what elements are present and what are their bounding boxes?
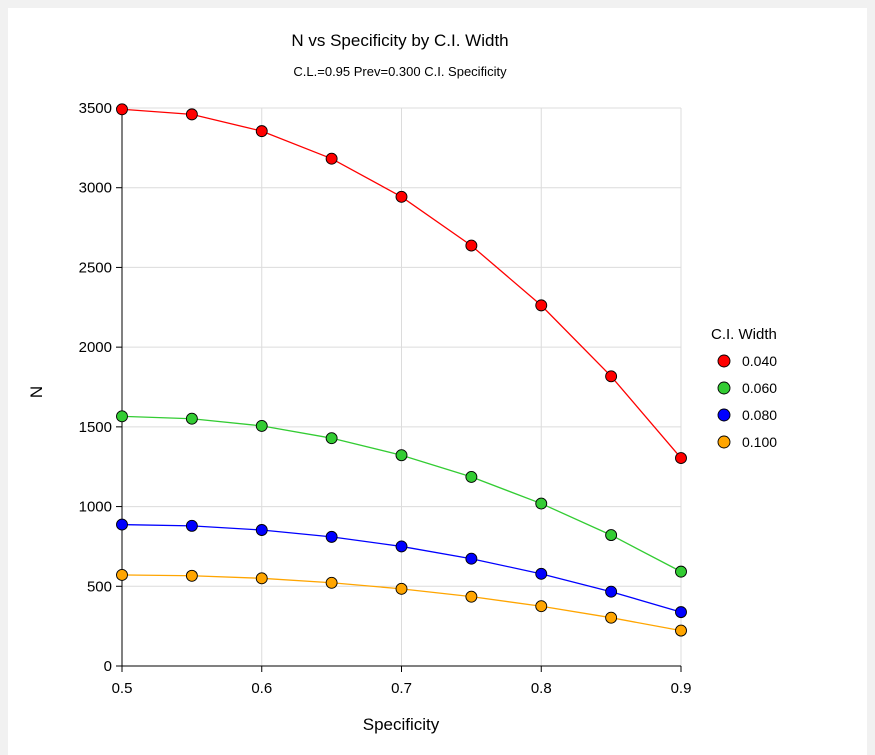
data-point [185,412,198,425]
data-point [465,590,478,603]
chart-title: N vs Specificity by C.I. Width [291,31,508,50]
legend-label: 0.060 [742,380,777,396]
legend-label: 0.040 [742,353,777,369]
x-tick-label: 0.6 [251,680,272,697]
line-chart: N vs Specificity by C.I. Width C.L.=0.95… [27,31,777,734]
y-tick-label: 3500 [79,100,112,117]
y-axis-label: N [27,386,46,398]
data-point [116,410,128,423]
y-tick-label: 1000 [79,499,112,516]
data-point [395,190,408,203]
axes: 0.5 0.6 0.7 0.8 0.9 0 500 1000 1500 2000 2500 3000 3… [79,100,692,697]
data-point [395,540,408,553]
data-point [535,497,548,510]
data-point [605,585,618,598]
data-point [675,565,687,578]
data-point [605,370,618,383]
data-point [325,576,338,589]
data-point [255,524,268,536]
y-tick-label: 2500 [79,259,112,276]
data-point [465,552,478,565]
data-point [675,452,687,465]
legend: C.I. Width 0.040 0.060 0.080 0.100 [711,326,777,450]
data-point [535,567,548,580]
legend-marker [717,435,731,449]
legend-label: 0.080 [742,407,777,423]
legend-marker [717,381,731,395]
data-point [255,572,268,585]
data-point [255,419,268,432]
y-tick-label: 0 [104,658,112,675]
data-point [325,530,338,543]
data-point [116,569,128,581]
y-tick-label: 1500 [79,419,112,436]
y-tick-label: 2000 [79,339,112,356]
y-tick-label: 500 [87,578,112,595]
data-point [465,470,478,483]
data-point [395,449,408,462]
data-point [675,606,687,619]
chart-subtitle: C.L.=0.95 Prev=0.300 C.I. Specificity [293,64,507,79]
data-point [395,582,408,595]
data-point [465,239,478,252]
series-0.100 [116,569,687,637]
data-point [185,108,198,121]
data-point [325,432,338,445]
series-0.040 [116,103,687,465]
x-tick-label: 0.5 [112,680,133,697]
data-point [605,611,618,624]
data-point [325,152,338,165]
data-point [185,569,198,582]
x-tick-label: 0.7 [391,680,412,697]
legend-label: 0.100 [742,434,777,450]
data-point [535,600,548,613]
legend-marker [717,408,731,422]
data-point [535,299,548,312]
x-tick-label: 0.9 [671,680,692,697]
x-axis-label: Specificity [363,715,440,734]
series-0.080 [116,518,687,619]
legend-marker [717,354,731,368]
data-point [116,103,128,116]
y-tick-label: 3000 [79,180,112,197]
series-0.060 [116,410,687,578]
legend-title: C.I. Width [711,326,777,343]
chart-panel: N vs Specificity by C.I. Width C.L.=0.95… [8,8,867,755]
x-tick-label: 0.8 [531,680,552,697]
data-point [185,519,198,532]
data-point [675,624,687,637]
data-point [116,518,128,531]
series-layer [116,103,687,637]
data-point [605,529,618,542]
data-point [255,125,268,138]
